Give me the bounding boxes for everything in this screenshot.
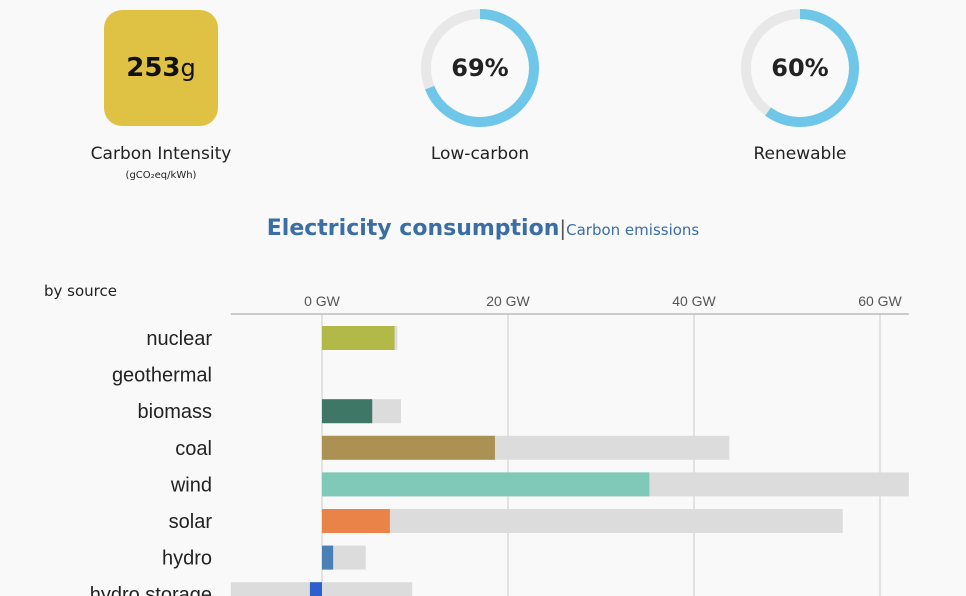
low-carbon-label: Low-carbon: [430, 144, 530, 164]
renewable-value: 60%: [771, 54, 829, 82]
low-carbon-value: 69%: [451, 54, 509, 82]
carbon-intensity-unit-label: (gCO₂eq/kWh): [125, 170, 197, 181]
production-bar[interactable]: [322, 545, 334, 570]
carbon-intensity-label: Carbon Intensity: [90, 144, 232, 164]
x-tick-label: 20 GW: [486, 293, 530, 309]
production-bar[interactable]: [322, 399, 373, 424]
category-label: wind: [170, 474, 212, 496]
production-bar[interactable]: [322, 326, 395, 350]
carbon-intensity-unit: g: [180, 54, 196, 82]
renewable-gauge: 60%: [740, 8, 860, 128]
carbon-intensity-value: 253: [126, 53, 181, 83]
category-label: hydro storage: [90, 584, 212, 596]
production-bar[interactable]: [322, 509, 390, 533]
category-label: geothermal: [112, 365, 212, 387]
low-carbon-gauge: 69%: [420, 8, 540, 128]
gauge-fill: [741, 9, 859, 127]
by-source-label: by source: [44, 282, 117, 300]
production-bar[interactable]: [322, 472, 650, 497]
production-bar[interactable]: [322, 435, 495, 460]
carbon-intensity-box: 253 g: [104, 10, 218, 126]
tab-carbon-emissions[interactable]: Carbon emissions: [566, 221, 700, 239]
x-tick-label: 60 GW: [858, 293, 902, 309]
capacity-bar[interactable]: [322, 509, 843, 533]
category-label: biomass: [138, 401, 212, 423]
tab-electricity-consumption[interactable]: Electricity consumption: [266, 216, 560, 241]
chart-mode-tabs: Electricity consumption|Carbon emissions: [0, 216, 966, 241]
x-tick-label: 0 GW: [304, 293, 341, 309]
x-tick-label: 40 GW: [672, 293, 716, 309]
gauge-fill: [421, 9, 539, 127]
tab-separator: |: [559, 216, 567, 240]
category-label: coal: [175, 438, 212, 460]
renewable-label: Renewable: [753, 144, 847, 164]
category-label: solar: [169, 511, 213, 533]
production-bar[interactable]: [309, 582, 322, 596]
category-label: nuclear: [146, 328, 212, 350]
category-label: hydro: [162, 548, 212, 570]
